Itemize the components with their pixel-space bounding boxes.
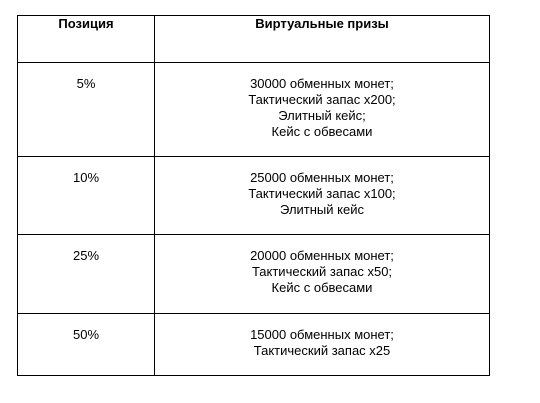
prize-line: Тактический запас x200; — [248, 92, 396, 107]
prizes-cell: 25000 обменных монет; Тактический запас … — [154, 156, 490, 235]
prize-line: Тактический запас x25 — [253, 343, 391, 358]
table-header-row: Позиция Виртуальные призы — [17, 15, 490, 63]
prize-line: Элитный кейс; — [278, 108, 366, 123]
prize-line: Тактический запас x50; — [251, 264, 393, 279]
position-cell: 50% — [17, 313, 155, 376]
prizes-cell: 30000 обменных монет; Тактический запас … — [154, 62, 490, 157]
prizes-cell: 15000 обменных монет; Тактический запас … — [154, 313, 490, 376]
table-row: 10% 25000 обменных монет; Тактический за… — [17, 156, 490, 235]
prize-line: 15000 обменных монет; — [250, 327, 394, 342]
prizes-cell: 20000 обменных монет; Тактический запас … — [154, 234, 490, 314]
position-cell: 25% — [17, 234, 155, 314]
prize-line: Кейс с обвесами — [271, 124, 373, 139]
position-cell: 5% — [17, 62, 155, 157]
position-value: 25% — [72, 248, 100, 263]
position-value: 50% — [72, 327, 100, 342]
prize-line: Элитный кейс — [280, 202, 364, 217]
prize-line: Кейс с обвесами — [271, 280, 373, 295]
position-value: 10% — [72, 170, 100, 185]
position-value: 5% — [76, 76, 96, 91]
prize-line: 25000 обменных монет; — [250, 170, 394, 185]
prize-line: 30000 обменных монет; — [250, 76, 394, 91]
prize-line: 20000 обменных монет; — [250, 248, 394, 263]
prize-table: Позиция Виртуальные призы 5% 30000 обмен… — [17, 15, 490, 376]
column-header-position: Позиция — [17, 15, 155, 63]
position-cell: 10% — [17, 156, 155, 235]
column-header-prizes: Виртуальные призы — [154, 15, 490, 63]
table-row: 25% 20000 обменных монет; Тактический за… — [17, 234, 490, 314]
table-row: 5% 30000 обменных монет; Тактический зап… — [17, 62, 490, 157]
prize-line: Тактический запас x100; — [248, 186, 396, 201]
table-row: 50% 15000 обменных монет; Тактический за… — [17, 313, 490, 376]
